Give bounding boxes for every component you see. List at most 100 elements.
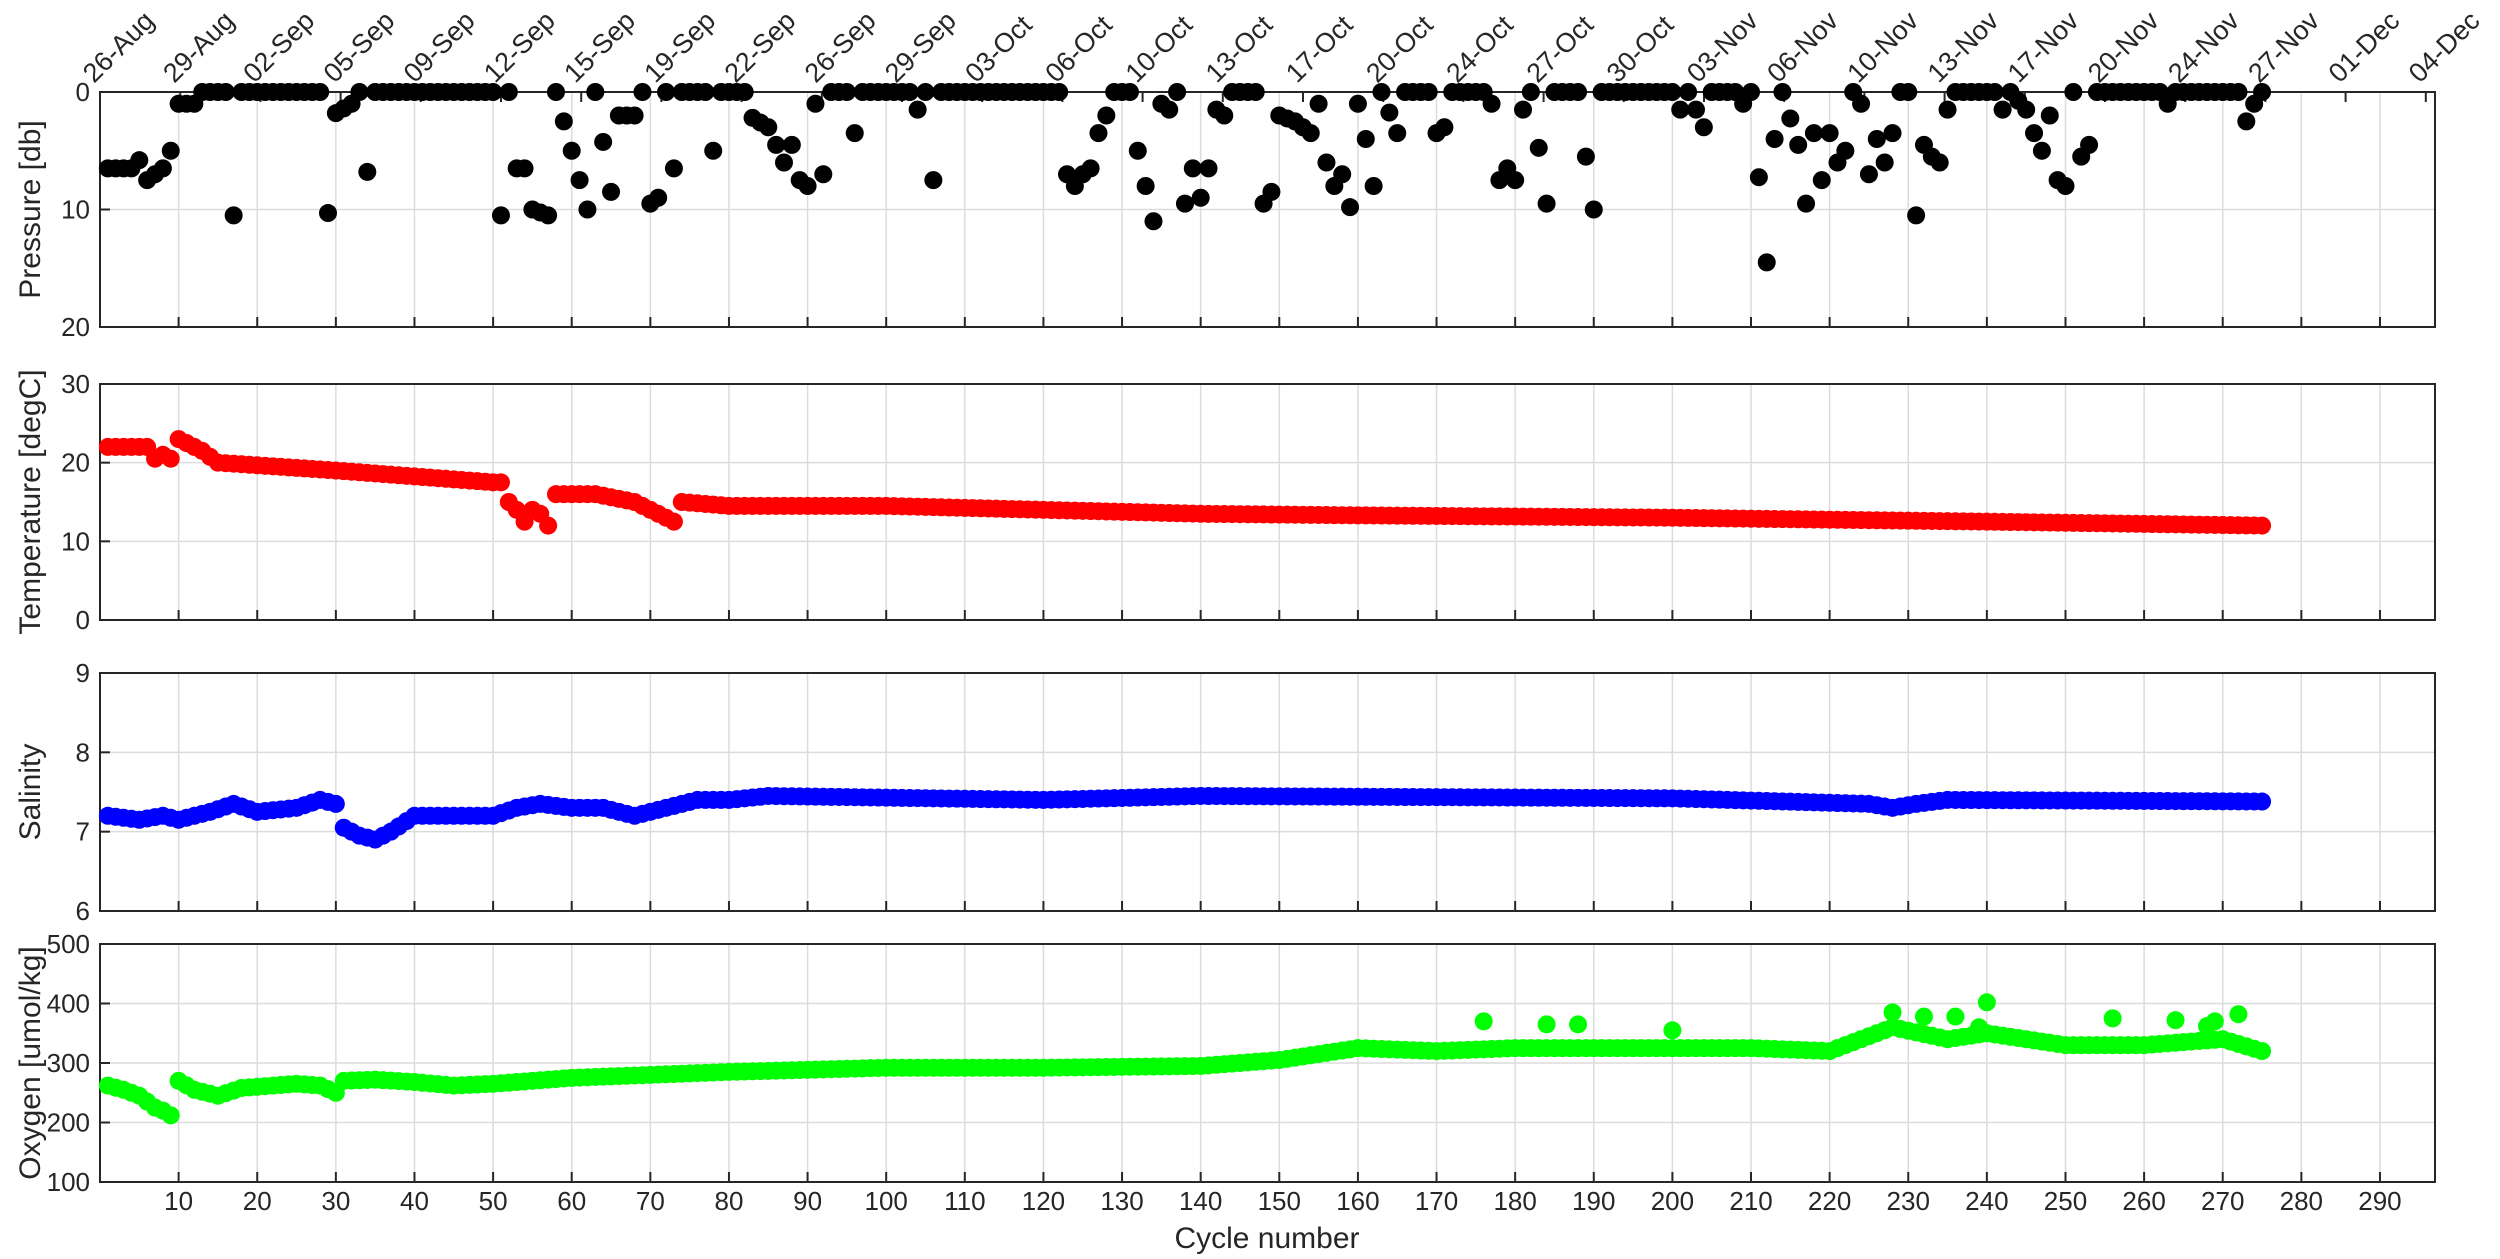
date-tick-label: 20-Oct xyxy=(1360,9,1439,88)
x-tick-label: 160 xyxy=(1336,1186,1379,1216)
data-point xyxy=(2229,83,2248,101)
date-tick-label: 01-Dec xyxy=(2323,5,2406,88)
data-point xyxy=(1883,124,1902,143)
data-point xyxy=(900,83,919,101)
panel-frame xyxy=(99,672,2436,912)
data-point xyxy=(1663,83,1682,101)
data-point xyxy=(1120,83,1139,101)
data-point xyxy=(1144,212,1163,231)
data-point xyxy=(2253,792,2272,811)
data-point xyxy=(1333,165,1352,184)
data-point xyxy=(539,206,558,225)
data-point xyxy=(491,473,510,492)
chart-panel-3: 6 7 8 9 Salinity xyxy=(14,658,2436,926)
date-tick-label: 29-Sep xyxy=(879,5,962,88)
data-series xyxy=(98,430,2272,535)
chart-panel-1: 0 10 20 Pressure [db] xyxy=(14,77,2436,342)
data-point xyxy=(696,83,715,101)
data-point xyxy=(1694,118,1713,137)
data-point xyxy=(318,204,337,223)
data-point xyxy=(1781,109,1800,128)
data-point xyxy=(2056,177,2075,195)
date-tick-label: 22-Sep xyxy=(719,5,802,88)
data-point xyxy=(586,83,605,101)
y-tick-label: 0 xyxy=(76,77,90,107)
data-point xyxy=(554,112,573,131)
x-tick-label: 190 xyxy=(1572,1186,1615,1216)
data-point xyxy=(2064,83,2083,101)
data-point xyxy=(1663,1021,1682,1040)
data-point xyxy=(153,159,172,178)
y-tick-label: 30 xyxy=(61,369,90,399)
data-point xyxy=(1301,124,1320,143)
data-point xyxy=(311,83,330,101)
y-tick-label: 9 xyxy=(76,658,90,688)
data-point xyxy=(1993,100,2012,119)
data-point xyxy=(1191,188,1210,207)
data-point xyxy=(2253,83,2272,101)
data-point xyxy=(2103,1009,2122,1028)
data-point xyxy=(1215,106,1234,125)
x-tick-label: 90 xyxy=(793,1186,822,1216)
x-tick-label: 10 xyxy=(164,1186,193,1216)
data-point xyxy=(1136,177,1155,195)
data-point xyxy=(1521,83,1540,101)
data-point xyxy=(1435,118,1454,137)
data-point xyxy=(1686,100,1705,119)
data-point xyxy=(1089,124,1108,143)
date-tick-label: 26-Aug xyxy=(77,5,160,88)
date-tick-label: 15-Sep xyxy=(558,5,641,88)
data-point xyxy=(1679,83,1698,101)
data-point xyxy=(1529,138,1548,157)
date-tick-label: 02-Sep xyxy=(237,5,320,88)
data-point xyxy=(1985,83,2004,101)
data-point xyxy=(845,124,864,143)
data-point xyxy=(1883,1003,1902,1022)
y-tick-label: 10 xyxy=(61,195,90,225)
date-tick-label: 24-Nov xyxy=(2162,5,2245,88)
data-point xyxy=(1946,1007,1965,1026)
x-tick-label: 210 xyxy=(1729,1186,1772,1216)
data-point xyxy=(515,159,534,178)
data-point xyxy=(484,83,503,101)
x-tick-label: 20 xyxy=(243,1186,272,1216)
data-point xyxy=(1765,130,1784,148)
x-tick-label: 180 xyxy=(1493,1186,1536,1216)
data-point xyxy=(161,449,180,468)
date-tick-label: 27-Nov xyxy=(2242,5,2325,88)
data-point xyxy=(1097,106,1116,125)
x-tick-label: 230 xyxy=(1887,1186,1930,1216)
data-point xyxy=(350,83,369,101)
date-tick-label: 03-Nov xyxy=(1681,5,1764,88)
data-point xyxy=(924,171,943,190)
y-tick-label: 400 xyxy=(47,989,90,1019)
date-tick-label: 27-Oct xyxy=(1521,9,1600,88)
data-point xyxy=(1246,83,1265,101)
y-tick-label: 8 xyxy=(76,737,90,767)
panel-frame xyxy=(99,383,2436,621)
y-tick-label: 300 xyxy=(47,1048,90,1078)
data-point xyxy=(2017,100,2036,119)
data-series xyxy=(98,786,2272,849)
data-point xyxy=(1852,94,1871,113)
data-point xyxy=(1797,194,1816,213)
date-tick-label: 30-Oct xyxy=(1601,9,1680,88)
date-tick-label: 26-Sep xyxy=(799,5,882,88)
x-tick-label: 140 xyxy=(1179,1186,1222,1216)
data-point xyxy=(2032,141,2051,160)
chart-panel-2: 0 10 20 30 Temperature [degC] xyxy=(14,369,2436,635)
data-point xyxy=(1789,135,1808,154)
data-point xyxy=(2205,1012,2224,1031)
data-point xyxy=(735,83,754,101)
data-point xyxy=(1537,1015,1556,1034)
data-point xyxy=(216,83,235,101)
x-tick-label: 290 xyxy=(2358,1186,2401,1216)
y-axis-title: Pressure [db] xyxy=(14,120,47,298)
x-tick-label: 130 xyxy=(1100,1186,1143,1216)
data-point xyxy=(767,135,786,154)
data-point xyxy=(1749,168,1768,187)
y-axis-title: Salinity xyxy=(14,744,47,841)
y-tick-label: 20 xyxy=(61,312,90,342)
data-point xyxy=(1262,182,1281,201)
